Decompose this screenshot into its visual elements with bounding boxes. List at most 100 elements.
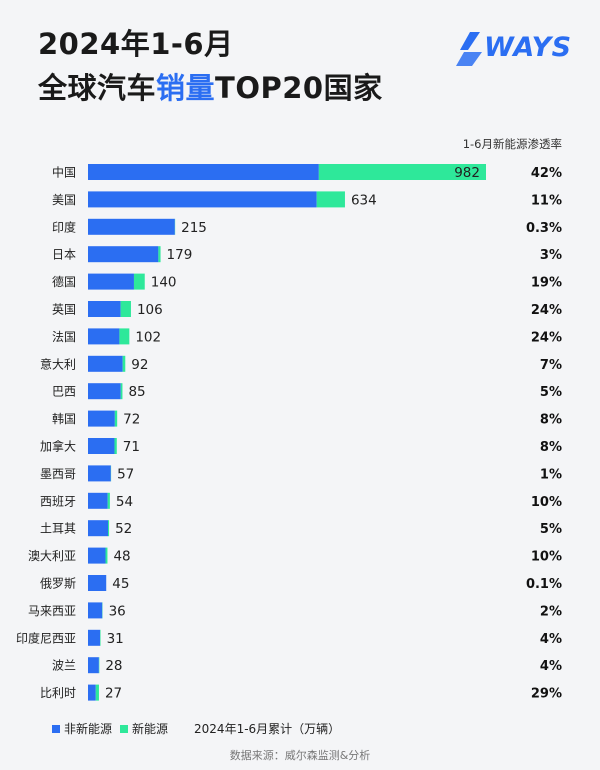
title-highlight: 销量 (156, 71, 216, 105)
value-label: 85 (128, 384, 145, 400)
category-label: 巴西 (52, 385, 76, 399)
bar-nev (120, 383, 123, 400)
category-label: 比利时 (40, 686, 76, 700)
category-label: 英国 (52, 303, 76, 317)
bar-non-nev (88, 355, 123, 372)
penetration-header: 1-6月新能源渗透率 (462, 137, 562, 151)
bar-non-nev (88, 164, 319, 180)
legend-swatch-nev (120, 724, 129, 733)
bar-nev (316, 191, 345, 208)
penetration-label: 1% (540, 467, 562, 482)
value-label: 48 (113, 549, 130, 565)
value-label: 57 (117, 466, 134, 482)
penetration-label: 10% (531, 495, 562, 510)
penetration-label: 19% (531, 276, 562, 291)
penetration-label: 5% (540, 385, 562, 400)
category-label: 韩国 (52, 411, 76, 426)
chart-title: 2024年1-6月 全球汽车销量TOP20国家 (38, 22, 383, 110)
unit-note: 2024年1-6月累计（万辆） (194, 722, 341, 736)
value-label: 179 (167, 247, 193, 263)
category-label: 中国 (52, 165, 76, 180)
penetration-label: 4% (540, 659, 562, 674)
category-label: 俄罗斯 (40, 577, 76, 591)
bar-nev (158, 246, 161, 263)
value-label: 36 (109, 603, 126, 619)
bar-nev (100, 629, 101, 646)
legend-item-nev: 新能源 (120, 720, 168, 737)
bar-non-nev (88, 547, 106, 564)
bar-non-nev (88, 383, 121, 400)
category-label: 土耳其 (40, 522, 76, 536)
value-label: 106 (137, 302, 163, 318)
bar-non-nev (88, 465, 111, 482)
value-label: 102 (135, 329, 161, 345)
category-label: 美国 (52, 193, 76, 207)
value-label: 215 (181, 220, 207, 236)
penetration-label: 24% (531, 330, 562, 345)
value-label: 54 (116, 494, 133, 510)
legend-item-non-nev: 非新能源 (52, 720, 112, 737)
bar-non-nev (88, 629, 101, 646)
value-label: 52 (115, 521, 132, 537)
data-source: 数据来源：威尔森监测&分析 (229, 749, 371, 762)
category-label: 加拿大 (40, 439, 76, 454)
category-label: 澳大利亚 (28, 549, 76, 563)
category-label: 意大利 (40, 356, 76, 371)
value-label: 92 (131, 357, 148, 373)
bar-non-nev (88, 684, 96, 701)
bar-nev (133, 273, 145, 290)
category-label: 印度 (52, 219, 76, 234)
bar-non-nev (88, 575, 107, 591)
bar-non-nev (88, 602, 103, 619)
penetration-label: 10% (531, 550, 562, 565)
penetration-label: 8% (540, 413, 562, 428)
bar-non-nev (88, 273, 134, 290)
legend-swatch-non-nev (52, 724, 60, 733)
bar-nev (318, 164, 486, 180)
value-label: 31 (107, 631, 124, 647)
bar-nev (95, 684, 99, 701)
legend-label-nev: 新能源 (132, 722, 169, 736)
bar-non-nev (88, 410, 115, 427)
value-label: 71 (123, 439, 140, 455)
category-label: 日本 (52, 248, 76, 262)
bar-nev (120, 301, 131, 317)
value-label: 45 (112, 576, 129, 592)
bar-nev (122, 355, 126, 372)
penetration-label: 8% (540, 440, 562, 455)
category-label: 德国 (52, 274, 76, 289)
penetration-label: 0.1% (526, 577, 562, 592)
penetration-label: 3% (540, 248, 562, 263)
value-label: 634 (351, 192, 377, 208)
category-label: 西班牙 (40, 494, 76, 508)
value-label: 140 (151, 275, 177, 291)
penetration-label: 42% (531, 166, 562, 181)
value-label: 982 (454, 165, 480, 181)
title-line-1: 2024年1-6月 (38, 27, 234, 61)
bar-non-nev (88, 492, 108, 509)
penetration-label: 5% (540, 522, 562, 537)
penetration-label: 11% (531, 193, 562, 208)
category-label: 法国 (52, 330, 76, 344)
bar-non-nev (88, 438, 115, 454)
bar-non-nev (88, 328, 120, 345)
bar-nev (107, 492, 110, 509)
bar-non-nev (88, 520, 109, 537)
value-label: 28 (105, 658, 122, 674)
bar-nev (119, 328, 130, 345)
legend-label-non-nev: 非新能源 (64, 722, 113, 736)
bar-non-nev (88, 657, 99, 674)
penetration-label: 24% (531, 303, 562, 318)
penetration-label: 2% (540, 604, 562, 619)
legend: 非新能源 新能源 2024年1-6月累计（万辆） (52, 720, 340, 737)
category-label: 墨西哥 (40, 467, 76, 481)
penetration-label: 0.3% (526, 221, 562, 236)
ways-logo-icon (456, 32, 482, 66)
bar-nev (108, 520, 110, 537)
value-label: 72 (123, 412, 140, 428)
penetration-label: 7% (540, 358, 562, 373)
penetration-label: 29% (531, 687, 562, 702)
bar-non-nev (88, 246, 159, 263)
bar-non-nev (88, 301, 121, 317)
ways-logo: WAYS (452, 30, 580, 70)
